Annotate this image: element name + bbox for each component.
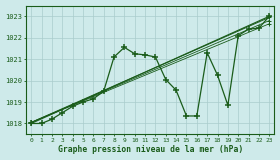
X-axis label: Graphe pression niveau de la mer (hPa): Graphe pression niveau de la mer (hPa) — [58, 145, 243, 154]
